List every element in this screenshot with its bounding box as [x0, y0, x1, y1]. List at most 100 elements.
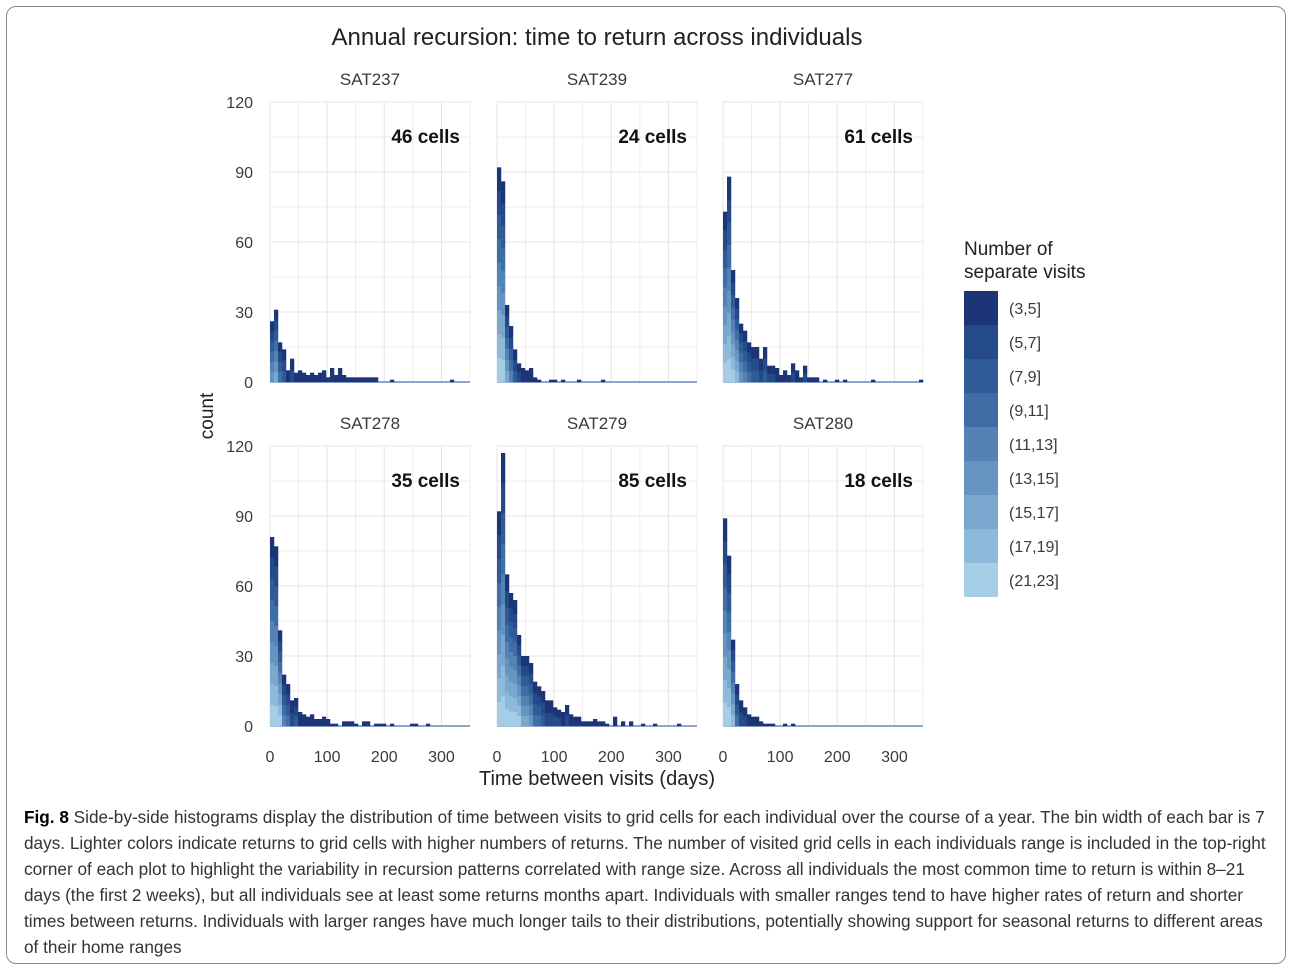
bar-segment	[727, 290, 732, 314]
bar-segment	[621, 721, 626, 727]
bar-segment	[513, 712, 518, 727]
y-tick-label: 90	[235, 509, 253, 526]
y-tick-label: 30	[235, 649, 253, 666]
panel-strip-label: SAT279	[567, 414, 627, 433]
bar	[306, 716, 311, 727]
bar-segment	[521, 686, 526, 697]
bar	[581, 721, 586, 727]
bar-segment	[505, 709, 510, 727]
bar-segment	[294, 372, 299, 383]
bar-segment	[274, 371, 279, 383]
bar-segment	[537, 379, 542, 383]
bar	[270, 537, 275, 727]
x-tick-label: 100	[314, 749, 341, 766]
bar-segment	[505, 675, 510, 693]
bar	[306, 375, 311, 383]
bar-segment	[505, 591, 510, 609]
bar-segment	[593, 719, 598, 727]
bar-segment	[747, 372, 752, 383]
bar-segment	[723, 306, 728, 326]
bar-segment	[735, 361, 740, 372]
bar-segment	[282, 715, 287, 727]
bar-segment	[278, 651, 283, 663]
bar-segment	[727, 313, 732, 337]
bar-segment	[278, 715, 283, 727]
bar-segment	[799, 377, 804, 383]
bar-segment	[791, 723, 796, 727]
bar-segment	[505, 692, 510, 710]
bar	[342, 375, 347, 383]
bar-segment	[727, 176, 732, 200]
bar-segment	[274, 351, 279, 362]
figure-frame	[6, 6, 1286, 964]
bar-segment	[537, 696, 542, 707]
bar-segment	[497, 262, 502, 287]
bar-segment	[751, 347, 756, 359]
bar-segment	[497, 358, 502, 383]
bar-segment	[739, 372, 744, 383]
bar-segment	[497, 654, 502, 679]
bar-segment	[322, 716, 327, 727]
bar-segment	[517, 363, 522, 373]
bar-segment	[278, 704, 283, 716]
bar-segment	[505, 371, 510, 383]
bar-segment	[298, 712, 303, 727]
bar-segment	[529, 705, 534, 716]
bar	[771, 365, 776, 383]
bar	[795, 370, 800, 383]
bar	[278, 630, 283, 727]
bar-segment	[330, 723, 335, 727]
bar	[751, 716, 756, 727]
bar-segment	[274, 646, 279, 667]
bar	[390, 379, 395, 383]
bar-segment	[585, 721, 590, 727]
bar-segment	[731, 357, 736, 370]
bar-segment	[727, 222, 732, 246]
bar-segment	[533, 377, 538, 383]
bar-segment	[302, 714, 307, 727]
bar-segment	[505, 624, 510, 642]
bar	[318, 372, 323, 383]
bar-segment	[270, 600, 275, 622]
bar	[743, 330, 748, 383]
bar-segment	[727, 631, 732, 651]
bar-segment	[517, 715, 522, 727]
bar-segment	[735, 705, 740, 716]
bar-segment	[509, 326, 514, 338]
bar-segment	[723, 518, 728, 542]
bar-segment	[731, 715, 736, 727]
bar-segment	[545, 700, 550, 714]
bar	[378, 723, 383, 727]
bar-segment	[270, 579, 275, 601]
bar-segment	[549, 379, 554, 383]
bar-segment	[577, 716, 582, 727]
bar-segment	[509, 593, 514, 609]
bar	[799, 377, 804, 383]
bar-segment	[525, 716, 530, 727]
bar-segment	[735, 694, 740, 706]
y-tick-label: 0	[244, 375, 253, 392]
bar-segment	[771, 723, 776, 727]
bar	[302, 714, 307, 727]
panel-strip-label: SAT237	[340, 70, 400, 89]
x-tick-label: 200	[598, 749, 625, 766]
bar-segment	[727, 336, 732, 360]
bar	[585, 721, 590, 727]
bar	[513, 349, 518, 383]
bar	[533, 681, 538, 727]
bar-segment	[525, 706, 530, 717]
bar-segment	[791, 372, 796, 383]
bar-segment	[302, 372, 307, 383]
bar-segment	[763, 347, 768, 359]
bar-segment	[743, 716, 748, 727]
bar-segment	[629, 721, 634, 727]
bar-segment	[723, 325, 728, 345]
bar-segment	[517, 372, 522, 383]
bar	[723, 518, 728, 727]
legend-swatch	[964, 325, 998, 359]
bar-segment	[747, 714, 752, 727]
bar-segment	[509, 337, 514, 349]
bar	[326, 377, 331, 383]
bar-segment	[497, 334, 502, 359]
bar-segment	[517, 705, 522, 717]
